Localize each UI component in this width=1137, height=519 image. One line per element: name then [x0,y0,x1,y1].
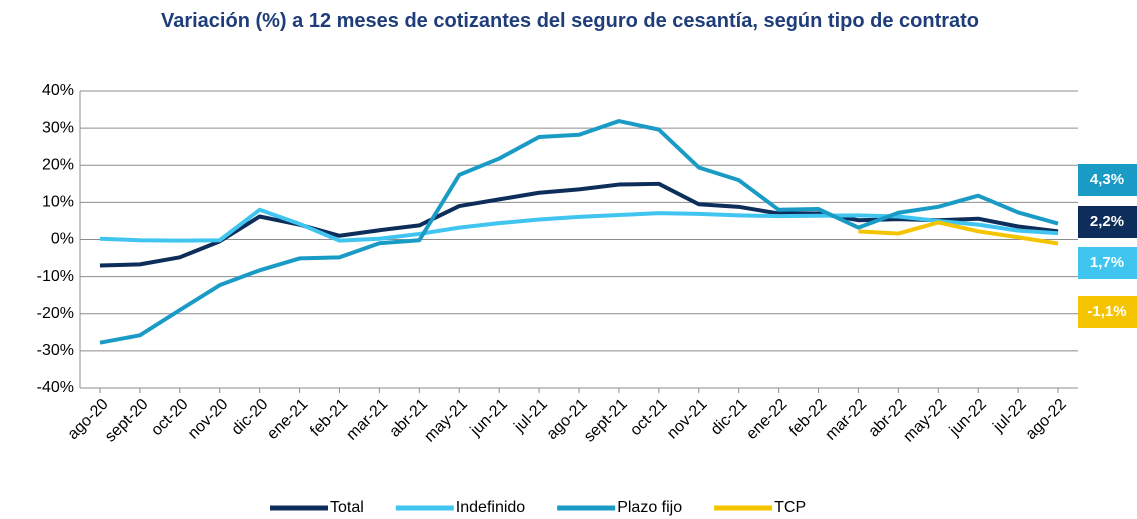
x-tick-label: sept-20 [102,396,152,446]
legend-label: Plazo fijo [617,499,682,516]
x-tick-label: mar-21 [343,396,391,444]
x-tick-label: jun-21 [467,396,511,440]
y-tick-label: -20% [37,305,74,322]
y-tick-label: 40% [42,82,74,99]
x-tick-label: sept-21 [581,396,631,446]
end-label: 1,7% [1078,247,1137,279]
end-label-text: -1,1% [1087,303,1126,320]
series-line [99,207,1059,243]
x-tick-label: ago-22 [1023,396,1070,443]
series-line [99,119,1059,345]
series-line [858,220,1059,246]
x-tick-label: nov-20 [185,396,232,443]
legend-label: TCP [774,499,806,516]
end-label-text: 4,3% [1090,171,1124,188]
y-tick-label: -40% [37,379,74,396]
end-label-box [1078,296,1137,328]
x-tick-label: jun-22 [946,396,990,440]
x-tick-label: ene-22 [743,396,790,443]
x-tick-label: nov-21 [664,396,711,443]
y-tick-label: 10% [42,194,74,211]
end-label-text: 1,7% [1090,254,1124,271]
end-label-box [1078,206,1137,238]
chart-title: Variación (%) a 12 meses de cotizantes d… [160,10,980,32]
legend-label: Total [330,499,364,516]
end-label-text: 2,2% [1090,213,1124,230]
end-label: -1,1% [1078,296,1137,328]
y-tick-label: 0% [51,231,74,248]
legend-label: Indefinido [456,499,525,516]
end-label-box [1078,164,1137,196]
x-tick-label: oct-20 [148,396,192,440]
x-tick-label: ene-21 [264,396,311,443]
series-line [99,181,1059,268]
y-tick-label: -30% [37,342,74,359]
x-tick-label: may-22 [900,396,950,446]
x-tick-label: oct-21 [627,396,671,440]
y-tick-label: -10% [37,268,74,285]
end-label-box [1078,247,1137,279]
end-label: 2,2% [1078,206,1137,238]
end-label: 4,3% [1078,164,1137,196]
y-tick-label: 30% [42,119,74,136]
y-tick-label: 20% [42,156,74,173]
x-tick-label: may-21 [421,396,471,446]
x-tick-label: mar-22 [822,396,870,444]
